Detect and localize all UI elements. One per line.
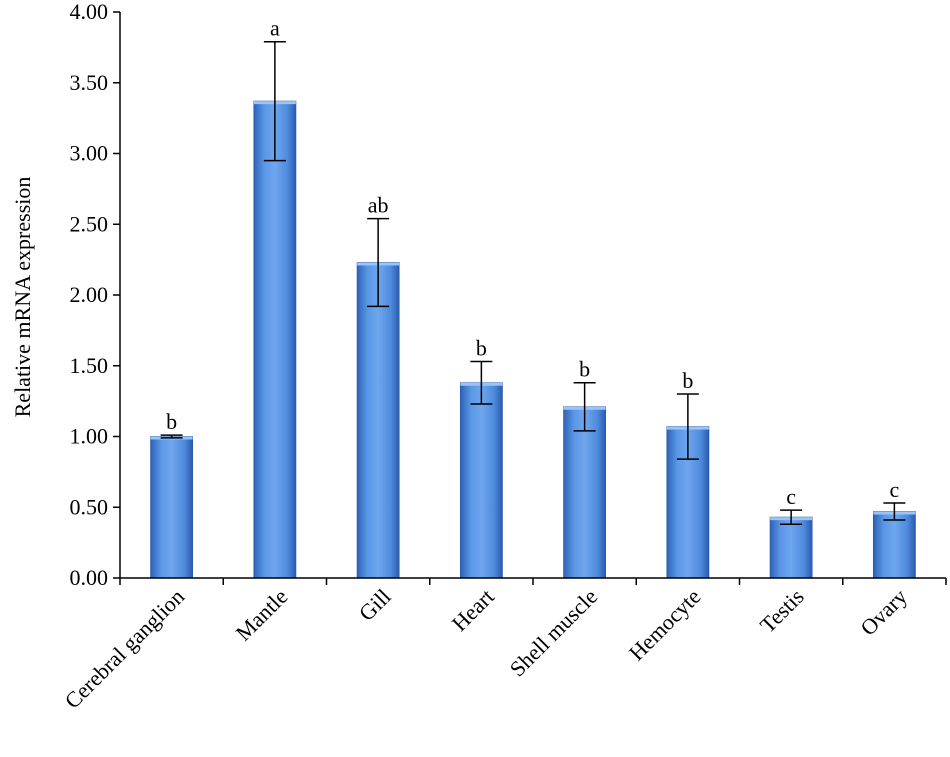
significance-label: a [270,16,280,41]
y-axis-ticks: 0.00 0.50 1.00 1.50 2.00 2.50 3.00 3.50 4.00 [70,0,947,590]
y-tick-label: 2.50 [70,211,109,236]
x-category-label: Ovary [855,584,912,641]
x-axis-labels: Cerebral ganglion Mantle Gill Heart Shell mu… [60,584,912,714]
bar [563,406,607,579]
bar [769,516,813,579]
y-tick-label: 0.00 [70,565,109,590]
significance-label: c [786,484,796,509]
y-tick-label: 1.50 [70,353,109,378]
y-tick-label: 3.00 [70,141,109,166]
x-category-label: Cerebral ganglion [60,584,190,714]
x-category-label: Hemocyte [624,584,706,666]
y-tick-label: 2.00 [70,282,109,307]
y-tick-label: 1.00 [70,424,109,449]
significance-label: b [682,368,693,393]
x-category-label: Shell muscle [505,584,603,682]
significance-label: c [889,477,899,502]
significance-label: b [166,409,177,434]
x-category-label: Testis [755,584,809,638]
bar [459,382,503,579]
error-bars [160,40,906,525]
significance-label: b [579,357,590,382]
bars [150,100,916,579]
x-category-label: Gill [354,584,396,626]
x-category-label: Heart [447,584,499,636]
y-tick-label: 0.50 [70,494,109,519]
significance-label: ab [368,193,389,218]
bar [253,100,297,579]
y-axis-title: Relative mRNA expression [10,177,35,418]
bar [150,436,194,579]
x-category-label: Mantle [231,584,293,646]
significance-label: b [476,336,487,361]
y-tick-label: 4.00 [70,0,109,24]
significance-labels: b a ab b b b c c [166,16,899,509]
bar [872,511,916,579]
y-tick-label: 3.50 [70,70,109,95]
bar [356,262,400,579]
